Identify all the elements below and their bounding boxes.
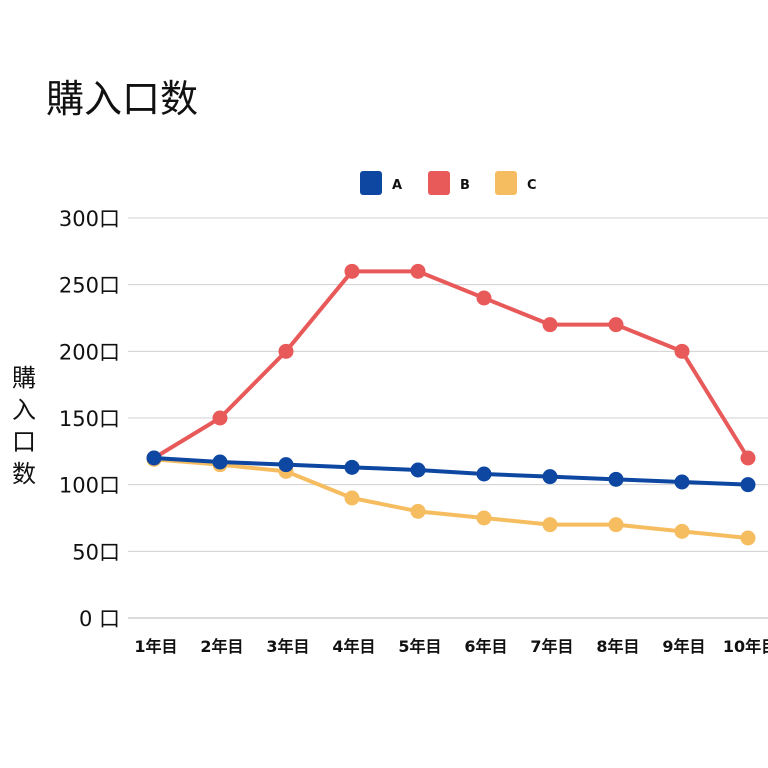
- x-tick-label: 2年目: [200, 637, 243, 656]
- x-tick-label: 6年目: [464, 637, 507, 656]
- y-axis-label-text: 購入口数: [12, 364, 36, 488]
- x-axis-ticks: 1年目 2年目 3年目 4年目 5年目 6年目 7年目 8年目 9年目 10年目: [134, 637, 768, 656]
- data-point: [278, 457, 294, 473]
- x-tick-label: 3年目: [266, 637, 309, 656]
- data-point: [674, 474, 690, 490]
- series-line: [152, 456, 750, 487]
- x-tick-label: 7年目: [530, 637, 573, 656]
- data-point: [410, 503, 426, 519]
- data-point: [740, 530, 756, 546]
- legend-label: C: [527, 178, 537, 193]
- data-point: [344, 459, 360, 475]
- data-point: [146, 450, 162, 466]
- data-point: [608, 517, 624, 533]
- legend: A B C: [360, 171, 537, 195]
- y-tick-label: 0 口: [79, 607, 120, 631]
- y-tick-label: 300口: [59, 207, 120, 231]
- x-tick-label: 10年目: [723, 637, 768, 656]
- data-point: [608, 471, 624, 487]
- legend-swatch: [495, 171, 517, 195]
- y-axis-ticks: 0 口 50口 100口 150口 200口 250口 300口: [59, 207, 120, 631]
- data-point: [608, 317, 624, 333]
- data-point: [410, 462, 426, 478]
- x-tick-label: 8年目: [596, 637, 639, 656]
- y-tick-label: 200口: [59, 340, 120, 364]
- data-point: [740, 477, 756, 493]
- data-point: [674, 523, 690, 539]
- data-point: [212, 454, 228, 470]
- x-tick-label: 1年目: [134, 637, 177, 656]
- series-C: [146, 451, 756, 546]
- data-point: [212, 410, 228, 426]
- y-tick-label: 150口: [59, 407, 120, 431]
- x-tick-label: 5年目: [398, 637, 441, 656]
- data-point: [344, 490, 360, 506]
- data-point: [542, 317, 558, 333]
- data-point: [542, 517, 558, 533]
- series-B: [146, 263, 756, 466]
- legend-swatch: [428, 171, 450, 195]
- data-point: [542, 469, 558, 485]
- data-point: [410, 263, 426, 279]
- series-line: [152, 269, 750, 460]
- data-point: [476, 510, 492, 526]
- series-A: [146, 450, 756, 493]
- y-tick-label: 100口: [59, 474, 120, 498]
- x-tick-label: 9年目: [662, 637, 705, 656]
- data-point: [278, 343, 294, 359]
- y-axis-label: 購入口数: [12, 364, 36, 488]
- data-point: [476, 290, 492, 306]
- series-lines: [146, 263, 756, 546]
- data-point: [476, 466, 492, 482]
- legend-label: B: [460, 178, 470, 193]
- y-tick-label: 250口: [59, 274, 120, 298]
- data-point: [674, 343, 690, 359]
- y-tick-label: 50口: [72, 540, 120, 564]
- chart-title: 購入口数: [46, 77, 198, 121]
- legend-swatch: [360, 171, 382, 195]
- data-point: [344, 263, 360, 279]
- x-tick-label: 4年目: [332, 637, 375, 656]
- data-point: [740, 450, 756, 466]
- series-line: [152, 457, 750, 540]
- legend-label: A: [392, 178, 402, 193]
